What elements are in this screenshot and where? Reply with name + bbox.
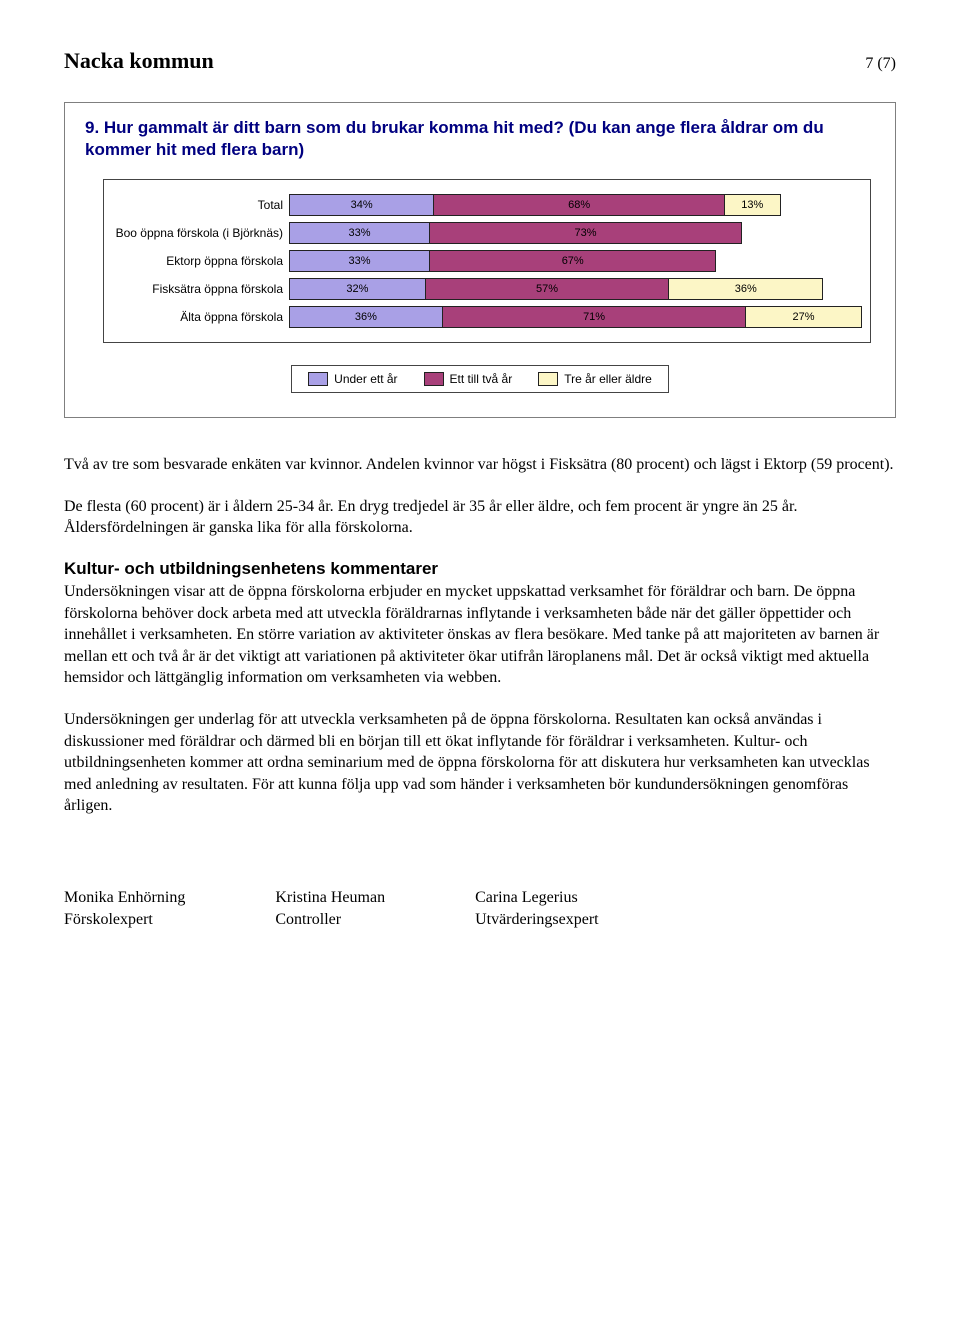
bar-track: 36%71%27% (289, 306, 866, 328)
paragraph: Undersökningen visar att de öppna försko… (64, 581, 896, 689)
chart-legend: Under ett år Ett till två år Tre år eller … (291, 365, 669, 393)
bar-segment: 67% (430, 250, 716, 272)
bar-category-label: Älta öppna förskola (108, 310, 289, 324)
bar-track: 32%57%36% (289, 278, 866, 300)
page-header: Nacka kommun 7 (7) (64, 48, 896, 74)
bar-category-label: Ektorp öppna förskola (108, 254, 289, 268)
signatory-name: Carina Legerius (475, 887, 599, 909)
bar-segment: 57% (426, 278, 670, 300)
signature-block: Carina LegeriusUtvärderingsexpert (475, 887, 599, 930)
bar-row: Total34%68%13% (108, 194, 866, 216)
bar-category-label: Total (108, 198, 289, 212)
paragraph: Två av tre som besvarade enkäten var kvi… (64, 454, 896, 476)
signatory-name: Monika Enhörning (64, 887, 185, 909)
section-heading: Kultur- och utbildningsenhetens kommenta… (64, 559, 896, 579)
bar-segment: 71% (443, 306, 746, 328)
legend-label: Ett till två år (450, 372, 513, 386)
bar-segment: 36% (289, 306, 443, 328)
bar-segment: 36% (669, 278, 823, 300)
signature-block: Kristina HeumanController (275, 887, 385, 930)
bar-row: Älta öppna förskola36%71%27% (108, 306, 866, 328)
legend-item: Under ett år (308, 372, 397, 386)
paragraph: Undersökningen ger underlag för att utve… (64, 709, 896, 817)
bar-row: Boo öppna förskola (i Björknäs)33%73% (108, 222, 866, 244)
signature-block: Monika EnhörningFörskolexpert (64, 887, 185, 930)
legend-item: Ett till två år (424, 372, 513, 386)
bar-track: 33%73% (289, 222, 866, 244)
bar-segment: 73% (430, 222, 742, 244)
signatory-title: Controller (275, 909, 385, 931)
signatures: Monika EnhörningFörskolexpert Kristina He… (64, 887, 896, 930)
bar-row: Ektorp öppna förskola33%67% (108, 250, 866, 272)
bar-category-label: Fisksätra öppna förskola (108, 282, 289, 296)
bar-category-label: Boo öppna förskola (i Björknäs) (108, 226, 289, 240)
signatory-name: Kristina Heuman (275, 887, 385, 909)
chart-title: 9. Hur gammalt är ditt barn som du bruka… (85, 117, 875, 161)
body-text: Två av tre som besvarade enkäten var kvi… (64, 454, 896, 817)
page-number: 7 (7) (865, 55, 896, 73)
bar-track: 34%68%13% (289, 194, 866, 216)
bar-segment: 32% (289, 278, 426, 300)
age-chart: 9. Hur gammalt är ditt barn som du bruka… (64, 102, 896, 418)
bar-segment: 34% (289, 194, 434, 216)
bar-segment: 27% (746, 306, 861, 328)
legend-label: Under ett år (334, 372, 397, 386)
doc-title: Nacka kommun (64, 48, 214, 74)
legend-label: Tre år eller äldre (564, 372, 652, 386)
legend-swatch (424, 372, 444, 386)
signatory-title: Utvärderingsexpert (475, 909, 599, 931)
legend-item: Tre år eller äldre (538, 372, 652, 386)
signatory-title: Förskolexpert (64, 909, 185, 931)
bar-segment: 33% (289, 250, 430, 272)
chart-plot-area: Total34%68%13%Boo öppna förskola (i Björ… (103, 179, 871, 343)
legend-swatch (308, 372, 328, 386)
bar-row: Fisksätra öppna förskola32%57%36% (108, 278, 866, 300)
bar-segment: 13% (725, 194, 781, 216)
paragraph: De flesta (60 procent) är i åldern 25-34… (64, 496, 896, 539)
bar-segment: 68% (434, 194, 725, 216)
legend-swatch (538, 372, 558, 386)
bar-track: 33%67% (289, 250, 866, 272)
bar-segment: 33% (289, 222, 430, 244)
